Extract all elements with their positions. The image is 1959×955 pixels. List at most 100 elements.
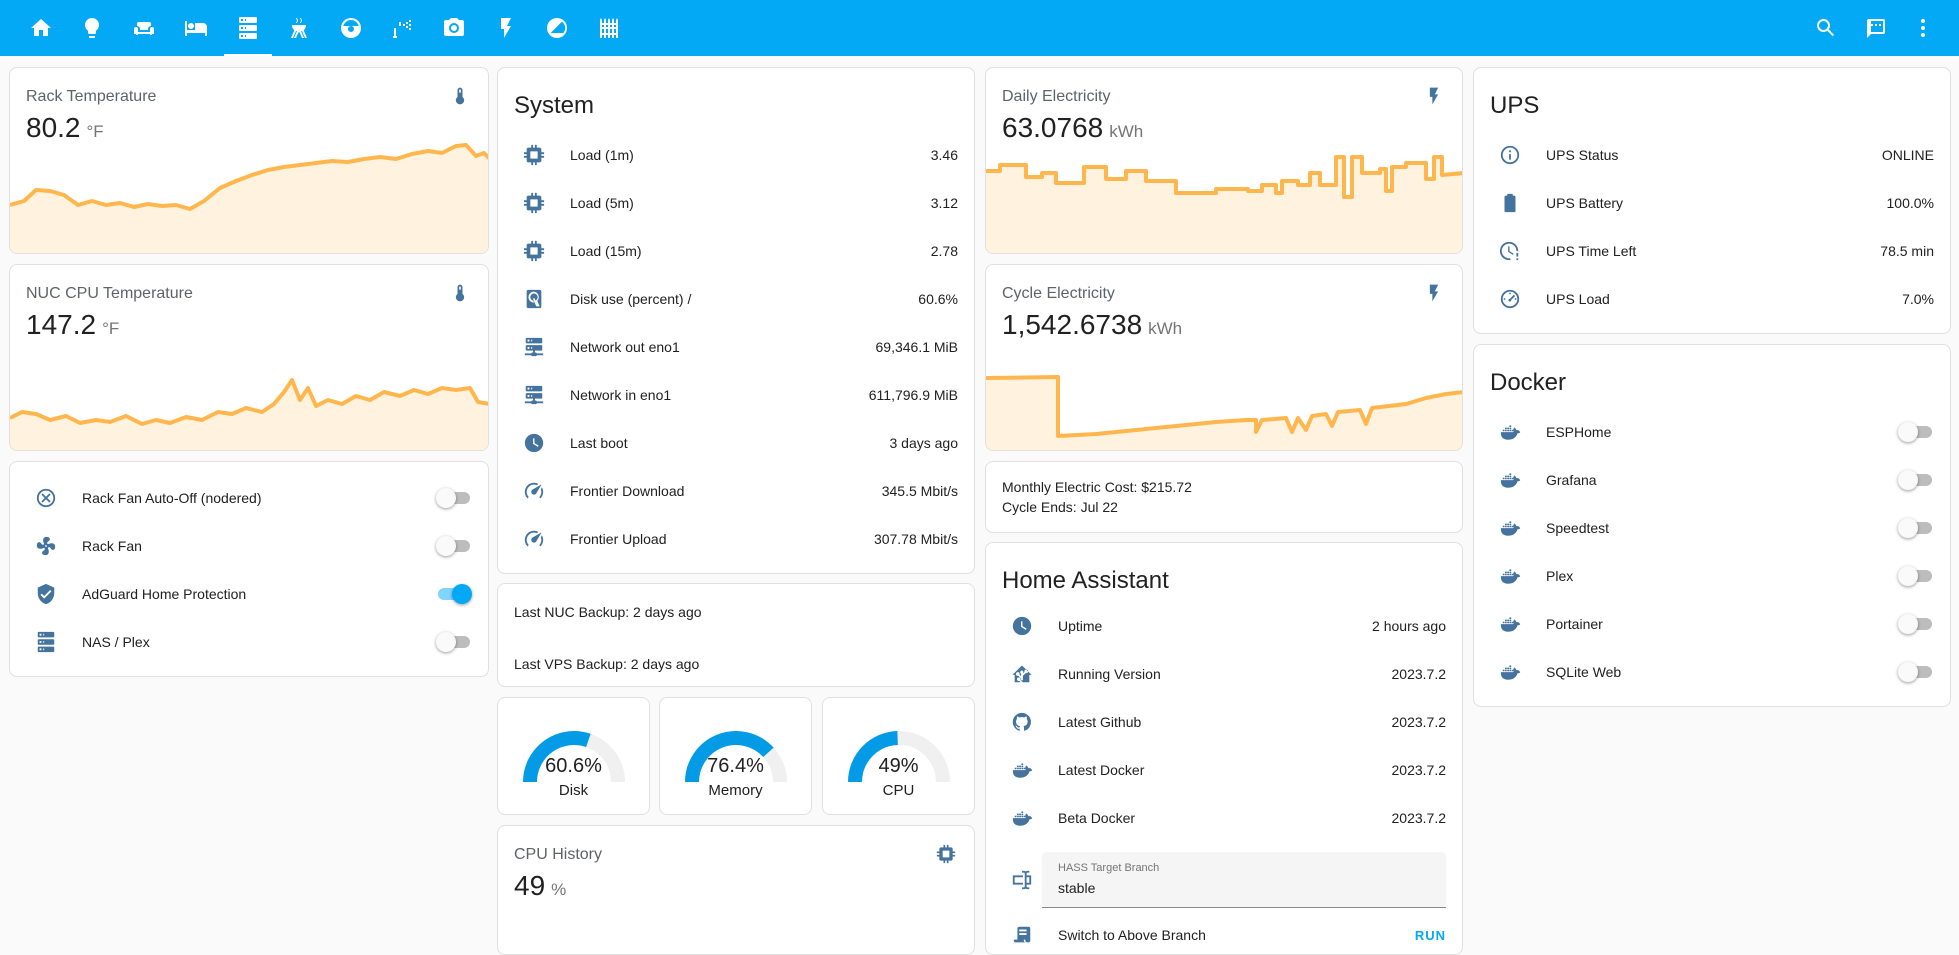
docker-card: Docker ESPHome Grafana Speedtest Plex Portai… [1473,344,1951,707]
nuc-temperature-graph [10,378,488,450]
ha-sensor-row[interactable]: Latest Docker 2023.7.2 [1002,750,1446,790]
nuc-cpu-temperature-card[interactable]: NUC CPU Temperature 147.2 °F [9,264,489,451]
electric-info-card: Monthly Electric Cost: $215.72 Cycle End… [985,461,1463,533]
brain-tab[interactable] [66,0,118,56]
card-title: System [514,92,595,119]
speedometer-icon [522,527,546,551]
row-value: 2 hours ago [1372,618,1446,634]
github-icon [1010,710,1034,734]
row-label: Last boot [570,435,628,451]
toggle-switch[interactable] [1898,518,1934,538]
docker-icon [1498,420,1522,444]
row-value: 69,346.1 MiB [875,339,959,355]
sensor-value: 80.2 °F [26,112,104,143]
ha-sensor-row[interactable]: Latest Github 2023.7.2 [1002,702,1446,742]
system-sensor-row[interactable]: Load (15m) 2.78 [514,231,958,271]
ups-sensor-row[interactable]: UPS Load 7.0% [1490,279,1934,319]
docker-icon [1498,612,1522,636]
server-tab[interactable] [222,0,274,56]
grill-tab[interactable] [273,0,325,56]
switch-row: Rack Fan Auto-Off (nodered) [26,478,472,518]
toggle-switch[interactable] [1898,566,1934,586]
docker-icon [1010,758,1034,782]
system-card: System Load (1m) 3.46 Load (5m) 3.12 Load (1… [497,67,975,574]
cycle-electricity-card[interactable]: Cycle Electricity 1,542.6738 kWh [985,264,1463,451]
menu-icon[interactable] [1897,0,1949,56]
switches-card: Rack Fan Auto-Off (nodered) Rack Fan AdGua… [9,461,489,677]
row-label: Load (1m) [570,147,634,163]
system-sensor-row[interactable]: Network out eno1 69,346.1 MiB [514,327,958,367]
hass-target-branch-input[interactable]: HASS Target Branch stable [1042,852,1446,908]
home-assistant-card: Home Assistant Uptime 2 hours ago Running … [985,542,1463,955]
docker-label: Plex [1546,568,1574,584]
docker-icon [1498,660,1522,684]
system-sensor-row[interactable]: Disk use (percent) / 60.6% [514,279,958,319]
switch-row: NAS / Plex [26,622,472,662]
system-sensor-row[interactable]: Last boot 3 days ago [514,423,958,463]
camera-tab[interactable] [428,0,480,56]
row-label: Latest Docker [1058,762,1145,778]
row-value: ONLINE [1881,147,1934,163]
sofa-tab[interactable] [118,0,170,56]
ha-sensor-row[interactable]: Running Version 2023.7.2 [1002,654,1446,694]
cpu-history-card[interactable]: CPU History 49% [497,825,975,955]
run-button[interactable]: RUN [1414,927,1446,943]
toggle-switch[interactable] [1898,422,1934,442]
daily-electricity-card[interactable]: Daily Electricity 63.0768 kWh [985,67,1463,254]
assist-icon[interactable] [1849,0,1901,56]
system-sensor-row[interactable]: Network in eno1 611,796.9 MiB [514,375,958,415]
system-sensor-row[interactable]: Frontier Upload 307.78 Mbit/s [514,519,958,559]
clock-icon [1010,614,1034,638]
docker-icon [1010,806,1034,830]
switch-branch-row: Switch to Above Branch RUN [1002,915,1446,954]
toggle-switch[interactable] [436,632,472,652]
flash-tab[interactable] [480,0,532,56]
rack-temperature-card[interactable]: Rack Temperature 80.2 °F [9,67,489,254]
ups-sensor-row[interactable]: UPS Time Left 78.5 min [1490,231,1934,271]
weather-tab[interactable] [531,0,583,56]
harddisk-icon [522,287,546,311]
system-sensor-row[interactable]: Load (1m) 3.46 [514,135,958,175]
row-label: Network in eno1 [570,387,672,403]
ups-sensor-row[interactable]: UPS Battery 100.0% [1490,183,1934,223]
home-assistant-icon [1010,662,1034,686]
toggle-switch[interactable] [1898,470,1934,490]
robot-vacuum-tab[interactable] [325,0,377,56]
sensor-name: CPU History [514,846,603,863]
hass-target-branch-row [1002,852,1446,908]
docker-icon [1498,516,1522,540]
nuc-backup-text: Last NUC Backup: 2 days ago [514,604,702,620]
server-icon [34,630,58,654]
sensor-value: 1,542.6738 kWh [1002,309,1183,340]
toggle-switch[interactable] [436,488,472,508]
system-sensor-row[interactable]: Frontier Download 345.5 Mbit/s [514,471,958,511]
docker-label: Speedtest [1546,520,1610,536]
gauge-card-cpu[interactable]: 49% CPU [822,697,975,815]
gauge-card-disk[interactable]: 60.6% Disk [497,697,650,815]
toggle-switch[interactable] [436,584,472,604]
toggle-switch[interactable] [1898,662,1934,682]
grill-icon [287,16,311,40]
row-label: UPS Status [1546,147,1619,163]
system-sensor-row[interactable]: Load (5m) 3.12 [514,183,958,223]
home-tab[interactable] [15,0,67,56]
row-label: Latest Github [1058,714,1142,730]
row-value: 7.0% [1902,291,1934,307]
docker-label: ESPHome [1546,424,1612,440]
gauge-card-memory[interactable]: 76.4% Memory [659,697,812,815]
input-label: HASS Target Branch [1058,862,1160,874]
row-label: Network out eno1 [570,339,680,355]
ups-card: UPS UPS Status ONLINE UPS Battery 100.0% UPS… [1473,67,1951,334]
toggle-switch[interactable] [436,536,472,556]
sensor-value: 63.0768 kWh [1002,112,1144,143]
ha-sensor-row[interactable]: Uptime 2 hours ago [1002,606,1446,646]
row-value: 307.78 Mbit/s [873,531,958,547]
ups-sensor-row[interactable]: UPS Status ONLINE [1490,135,1934,175]
toggle-switch[interactable] [1898,614,1934,634]
search-icon[interactable] [1800,0,1852,56]
bed-tab[interactable] [170,0,222,56]
sprinkler-tab[interactable] [376,0,428,56]
gauge-label: Memory [708,782,763,799]
fence-tab[interactable] [583,0,635,56]
ha-sensor-row[interactable]: Beta Docker 2023.7.2 [1002,798,1446,838]
